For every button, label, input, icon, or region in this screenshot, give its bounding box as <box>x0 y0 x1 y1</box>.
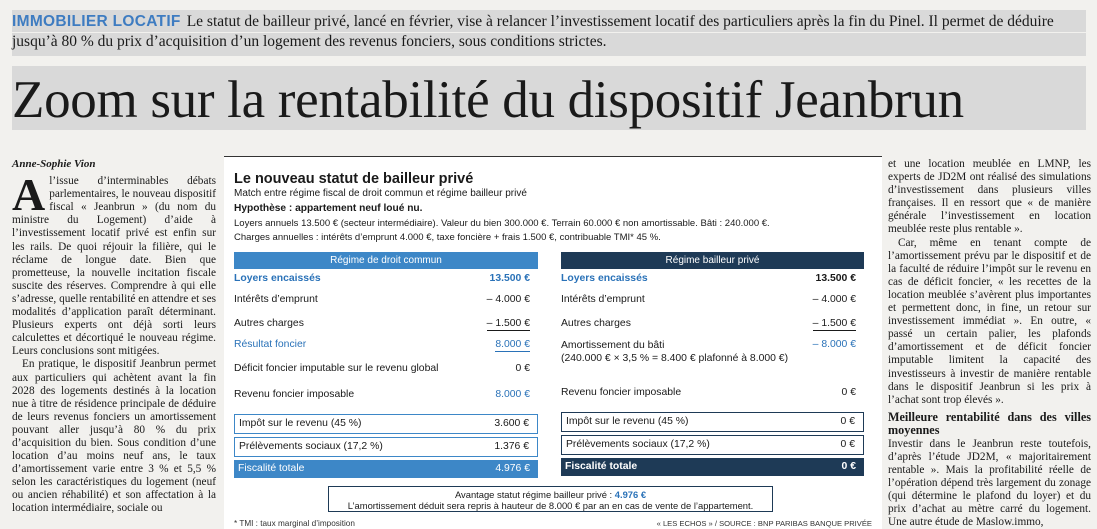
advantage-value: 4.976 € <box>614 489 647 500</box>
advantage-line-2: L’amortissement déduit sera repris à hau… <box>347 500 754 511</box>
row-label: Déficit foncier imputable sur le revenu … <box>234 363 439 374</box>
paragraph: En pratique, le dispositif Jeanbrun perm… <box>12 358 216 515</box>
lede-band-2 <box>12 33 1086 56</box>
row-label-detail: (240.000 € × 3,5 % = 8.400 € plafonné à … <box>561 353 789 364</box>
table-bailleur-prive: Régime bailleur privé Loyers encaissés 1… <box>561 252 864 476</box>
row-label: Revenu foncier imposable <box>561 387 682 398</box>
row-value: – 4.000 € <box>812 294 856 305</box>
row-value: 3.600 € <box>494 418 529 429</box>
row-label: Intérêts d’emprunt <box>234 294 318 305</box>
table-row: Impôt sur le revenu (45 %) 0 € <box>561 412 864 432</box>
table-row: Prélèvements sociaux (17,2 %) 0 € <box>561 435 864 455</box>
row-value: 0 € <box>841 461 856 472</box>
row-label: Fiscalité totale <box>238 463 305 474</box>
table-row: Loyers encaissés 13.500 € <box>561 273 864 294</box>
row-value: 8.000 € <box>495 339 530 352</box>
table-row: Revenu foncier imposable 8.000 € <box>234 389 538 411</box>
table-header: Régime de droit commun <box>234 252 538 269</box>
row-label-main: Amortissement du bâti <box>561 340 665 351</box>
paragraph: Investir dans le Jeanbrun reste toutefoi… <box>888 437 1091 529</box>
infographic-footnote: * TMI : taux marginal d’imposition <box>234 519 355 528</box>
table-header: Régime bailleur privé <box>561 252 864 269</box>
row-label: Résultat foncier <box>234 339 307 350</box>
author-byline: Anne-Sophie Vion <box>12 158 96 170</box>
row-value: – 8.000 € <box>812 339 856 350</box>
table-row-total: Fiscalité totale 0 € <box>561 458 864 476</box>
table-row: Intérêts d’emprunt – 4.000 € <box>561 294 864 315</box>
table-row: Autres charges – 1.500 € <box>561 318 864 339</box>
row-label: Impôt sur le revenu (45 %) <box>239 418 362 429</box>
infographic-assumptions-2: Charges annuelles : intérêts d’emprunt 4… <box>234 232 661 243</box>
table-row: Prélèvements sociaux (17,2 %) 1.376 € <box>234 437 538 457</box>
infographic-box: Le nouveau statut de bailleur privé Matc… <box>224 156 882 529</box>
infographic-assumptions-1: Loyers annuels 13.500 € (secteur intermé… <box>234 218 770 229</box>
advantage-label: Avantage statut régime bailleur privé : <box>454 489 615 500</box>
row-label: Prélèvements sociaux (17,2 %) <box>239 441 383 452</box>
row-label: Loyers encaissés <box>234 273 321 284</box>
row-label: Fiscalité totale <box>565 461 638 472</box>
advantage-box: Avantage statut régime bailleur privé : … <box>328 486 773 512</box>
row-value: 13.500 € <box>489 273 530 284</box>
infographic-source: « LES ECHOS » / SOURCE : BNP PARIBAS BAN… <box>656 519 872 528</box>
row-value: 4.976 € <box>495 463 530 474</box>
section-subhead: Meilleure rentabilité dans des villes mo… <box>888 409 1091 438</box>
table-row: Loyers encaissés 13.500 € <box>234 273 538 294</box>
paragraph-text: l’issue d’interminables débats parlement… <box>12 175 216 358</box>
row-label: Revenu foncier imposable <box>234 389 355 400</box>
row-value: – 1.500 € <box>486 318 530 331</box>
table-row-total: Fiscalité totale 4.976 € <box>234 460 538 478</box>
table-row: Revenu foncier imposable 0 € <box>561 387 864 409</box>
row-value: 13.500 € <box>815 273 856 284</box>
lede-text: Le statut de bailleur privé, lancé en fé… <box>12 13 1054 50</box>
row-label: Loyers encaissés <box>561 273 648 284</box>
table-row: Autres charges – 1.500 € <box>234 318 538 339</box>
row-value: 0 € <box>515 363 530 374</box>
drop-cap: A <box>12 169 46 221</box>
paragraph: Car, même en tenant compte de l’amortiss… <box>888 236 1091 406</box>
row-label: Autres charges <box>234 318 304 329</box>
row-label: Impôt sur le revenu (45 %) <box>566 416 689 427</box>
row-value: 1.376 € <box>494 441 529 452</box>
row-label: Prélèvements sociaux (17,2 %) <box>566 439 710 450</box>
row-value: 0 € <box>840 439 855 450</box>
table-row: Déficit foncier imputable sur le revenu … <box>234 363 538 385</box>
table-row: Résultat foncier 8.000 € <box>234 339 538 360</box>
row-value: 0 € <box>841 387 856 398</box>
row-value: – 4.000 € <box>486 294 530 305</box>
infographic-subtitle: Match entre régime fiscal de droit commu… <box>234 188 527 199</box>
right-text-column: et une location meublée en LMNP, les exp… <box>888 158 1091 529</box>
row-value: 8.000 € <box>495 389 530 400</box>
article-headline: Zoom sur la rentabilité du dispositif Je… <box>12 71 964 129</box>
lede-band-1 <box>12 10 1086 32</box>
table-droit-commun: Régime de droit commun Loyers encaissés … <box>234 252 538 478</box>
article-lede: IMMOBILIER LOCATIF Le statut de bailleur … <box>12 12 1084 52</box>
headline-band <box>12 66 1086 130</box>
advantage-line-1: Avantage statut régime bailleur privé : … <box>329 489 772 500</box>
row-label: Amortissement du bâti (240.000 € × 3,5 %… <box>561 339 788 365</box>
infographic-hypothesis: Hypothèse : appartement neuf loué nu. <box>234 203 423 214</box>
row-value: 0 € <box>840 416 855 427</box>
row-label: Intérêts d’emprunt <box>561 294 645 305</box>
row-label: Autres charges <box>561 318 631 329</box>
row-value: – 1.500 € <box>812 318 856 331</box>
paragraph: et une location meublée en LMNP, les exp… <box>888 158 1091 236</box>
section-kicker: IMMOBILIER LOCATIF <box>12 13 181 30</box>
table-row: Intérêts d’emprunt – 4.000 € <box>234 294 538 315</box>
infographic-title: Le nouveau statut de bailleur privé <box>234 171 474 187</box>
table-row: Amortissement du bâti (240.000 € × 3,5 %… <box>561 339 864 383</box>
table-row: Impôt sur le revenu (45 %) 3.600 € <box>234 414 538 434</box>
